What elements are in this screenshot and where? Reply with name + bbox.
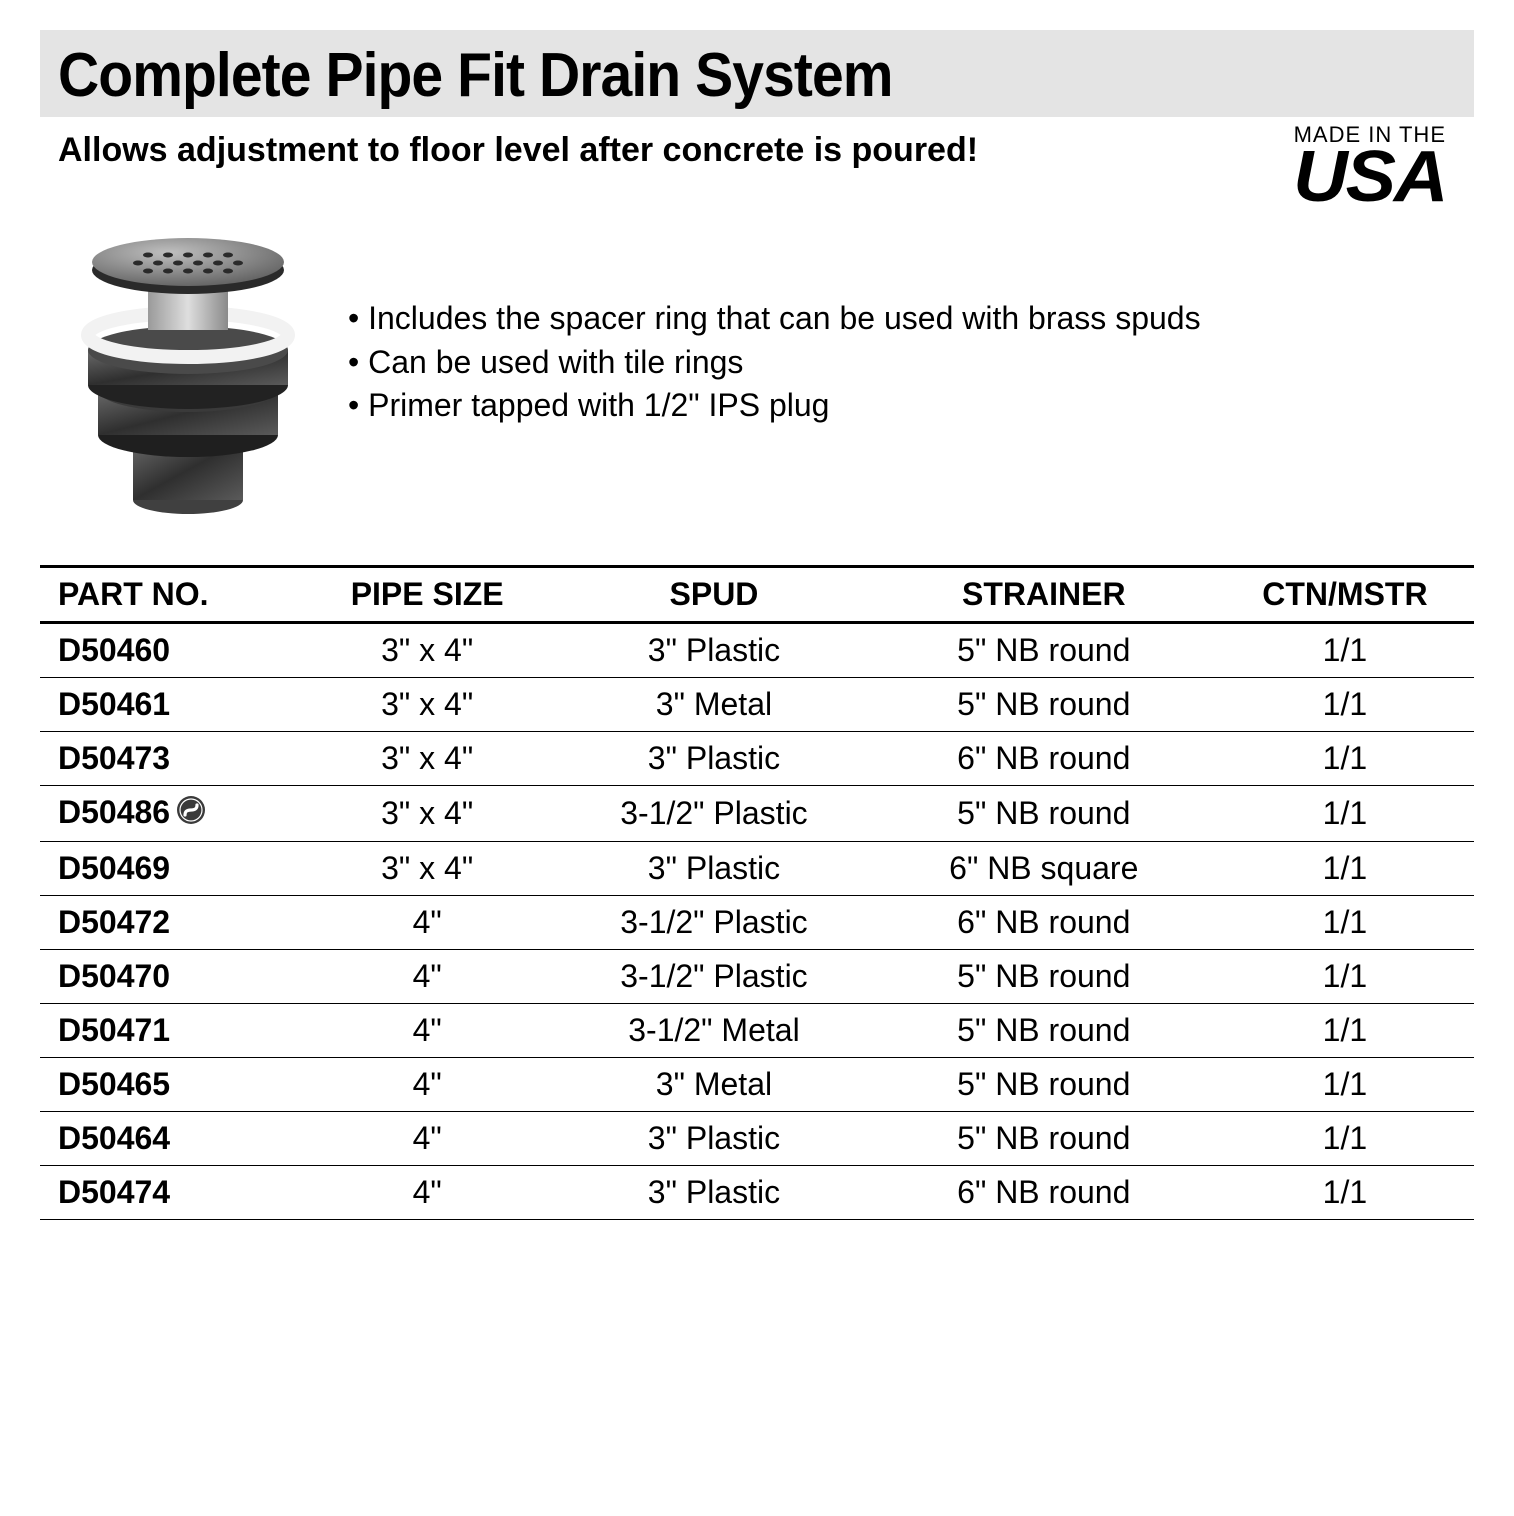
cell-ctn-mstr: 1/1 — [1216, 785, 1474, 842]
table-row: D504644"3" Plastic5" NB round1/1 — [40, 1112, 1474, 1166]
cell-part-no: D50474 — [40, 1166, 298, 1220]
cell-pipe-size: 4" — [298, 1004, 556, 1058]
table-row: D504744"3" Plastic6" NB round1/1 — [40, 1166, 1474, 1220]
cell-ctn-mstr: 1/1 — [1216, 1166, 1474, 1220]
cell-part-no: D50473 — [40, 731, 298, 785]
usa-badge-main: USA — [1286, 145, 1446, 210]
cell-ctn-mstr: 1/1 — [1216, 731, 1474, 785]
cell-part-no: D50464 — [40, 1112, 298, 1166]
cell-ctn-mstr: 1/1 — [1216, 677, 1474, 731]
cell-part-no: D50465 — [40, 1058, 298, 1112]
cell-spud: 3" Plastic — [556, 731, 871, 785]
cell-strainer: 5" NB round — [872, 950, 1216, 1004]
cell-pipe-size: 3" x 4" — [298, 842, 556, 896]
cell-spud: 3-1/2" Plastic — [556, 785, 871, 842]
table-row: D504704"3-1/2" Plastic5" NB round1/1 — [40, 950, 1474, 1004]
cell-strainer: 5" NB round — [872, 785, 1216, 842]
cell-strainer: 6" NB round — [872, 731, 1216, 785]
cell-ctn-mstr: 1/1 — [1216, 842, 1474, 896]
cell-spud: 3-1/2" Metal — [556, 1004, 871, 1058]
product-image — [58, 200, 318, 525]
bullet-item: Includes the spacer ring that can be use… — [348, 297, 1201, 340]
cell-spud: 3" Metal — [556, 677, 871, 731]
table-row: D504724"3-1/2" Plastic6" NB round1/1 — [40, 896, 1474, 950]
feature-bullets: Includes the spacer ring that can be use… — [348, 297, 1201, 427]
cell-strainer: 6" NB square — [872, 842, 1216, 896]
made-in-usa-badge: MADE IN THE USA — [1294, 125, 1456, 210]
cell-spud: 3" Plastic — [556, 622, 871, 677]
bullet-item: Can be used with tile rings — [348, 341, 1201, 384]
bullet-item: Primer tapped with 1/2" IPS plug — [348, 384, 1201, 427]
cell-ctn-mstr: 1/1 — [1216, 1112, 1474, 1166]
cell-strainer: 5" NB round — [872, 622, 1216, 677]
col-pipe-size: PIPE SIZE — [298, 566, 556, 622]
subtitle: Allows adjustment to floor level after c… — [58, 131, 978, 170]
cell-pipe-size: 4" — [298, 950, 556, 1004]
cell-ctn-mstr: 1/1 — [1216, 950, 1474, 1004]
cell-strainer: 6" NB round — [872, 1166, 1216, 1220]
cell-part-no: D50470 — [40, 950, 298, 1004]
col-ctn-mstr: CTN/MSTR — [1216, 566, 1474, 622]
cell-part-no: D50469 — [40, 842, 298, 896]
cell-spud: 3-1/2" Plastic — [556, 896, 871, 950]
table-header-row: PART NO. PIPE SIZE SPUD STRAINER CTN/MST… — [40, 566, 1474, 622]
cell-strainer: 5" NB round — [872, 1058, 1216, 1112]
cell-strainer: 6" NB round — [872, 896, 1216, 950]
cell-spud: 3" Plastic — [556, 1166, 871, 1220]
cell-pipe-size: 4" — [298, 896, 556, 950]
table-row: D504603" x 4"3" Plastic5" NB round1/1 — [40, 622, 1474, 677]
cell-spud: 3-1/2" Plastic — [556, 950, 871, 1004]
cell-spud: 3" Plastic — [556, 1112, 871, 1166]
table-row: D504693" x 4"3" Plastic6" NB square1/1 — [40, 842, 1474, 896]
subtitle-row: Allows adjustment to floor level after c… — [40, 125, 1474, 210]
table-row: D504714"3-1/2" Metal5" NB round1/1 — [40, 1004, 1474, 1058]
cell-pipe-size: 4" — [298, 1166, 556, 1220]
parts-table: PART NO. PIPE SIZE SPUD STRAINER CTN/MST… — [40, 565, 1474, 1221]
cell-strainer: 5" NB round — [872, 1004, 1216, 1058]
cell-pipe-size: 3" x 4" — [298, 785, 556, 842]
col-spud: SPUD — [556, 566, 871, 622]
cell-part-no: D50486 — [40, 785, 298, 842]
cell-pipe-size: 3" x 4" — [298, 677, 556, 731]
cell-pipe-size: 3" x 4" — [298, 622, 556, 677]
cell-strainer: 5" NB round — [872, 1112, 1216, 1166]
cell-strainer: 5" NB round — [872, 677, 1216, 731]
col-part-no: PART NO. — [40, 566, 298, 622]
cell-ctn-mstr: 1/1 — [1216, 1004, 1474, 1058]
cell-pipe-size: 3" x 4" — [298, 731, 556, 785]
table-row: D504733" x 4"3" Plastic6" NB round1/1 — [40, 731, 1474, 785]
table-row: D504654"3" Metal5" NB round1/1 — [40, 1058, 1474, 1112]
cell-part-no: D50460 — [40, 622, 298, 677]
cell-ctn-mstr: 1/1 — [1216, 622, 1474, 677]
table-row: D504613" x 4"3" Metal5" NB round1/1 — [40, 677, 1474, 731]
cell-ctn-mstr: 1/1 — [1216, 1058, 1474, 1112]
certification-icon — [176, 795, 206, 833]
cell-part-no: D50461 — [40, 677, 298, 731]
cell-spud: 3" Metal — [556, 1058, 871, 1112]
title-bar: Complete Pipe Fit Drain System — [40, 30, 1474, 117]
cell-spud: 3" Plastic — [556, 842, 871, 896]
hero-section: Includes the spacer ring that can be use… — [40, 200, 1474, 525]
table-row: D504863" x 4"3-1/2" Plastic5" NB round1/… — [40, 785, 1474, 842]
cell-pipe-size: 4" — [298, 1112, 556, 1166]
cell-part-no: D50471 — [40, 1004, 298, 1058]
col-strainer: STRAINER — [872, 566, 1216, 622]
cell-ctn-mstr: 1/1 — [1216, 896, 1474, 950]
cell-pipe-size: 4" — [298, 1058, 556, 1112]
cell-part-no: D50472 — [40, 896, 298, 950]
page-title: Complete Pipe Fit Drain System — [58, 40, 1344, 111]
